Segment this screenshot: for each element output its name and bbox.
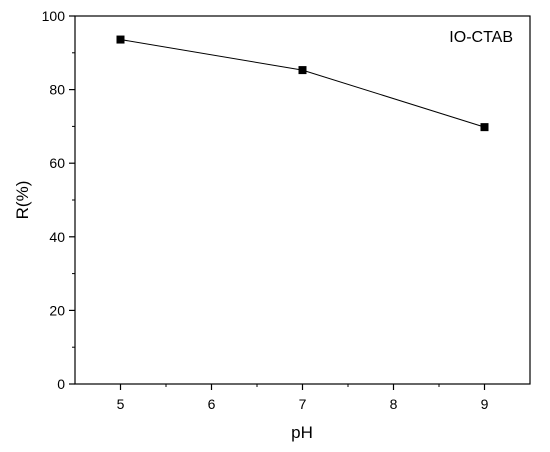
y-tick-label: 40 (49, 229, 65, 245)
series-line (120, 39, 485, 128)
data-point-marker (116, 35, 125, 44)
y-tick-label: 80 (49, 82, 65, 98)
ticks-layer: 5 6 7 8 9 0 20 40 60 80 100 (42, 8, 489, 412)
x-tick-label: 8 (390, 396, 398, 412)
x-axis-label: pH (291, 423, 313, 442)
series-label: IO-CTAB (449, 29, 513, 46)
y-tick-label: 100 (42, 8, 66, 24)
data-point-marker (480, 123, 489, 132)
y-tick-label: 20 (49, 302, 65, 318)
series-layer (116, 35, 489, 132)
x-tick-label: 6 (208, 396, 216, 412)
y-tick-label: 0 (57, 376, 65, 392)
y-tick-label: 60 (49, 155, 65, 171)
x-tick-label: 9 (481, 396, 489, 412)
x-tick-label: 5 (117, 396, 125, 412)
x-tick-label: 7 (299, 396, 307, 412)
data-point-marker (298, 66, 307, 75)
y-axis-label: R(%) (13, 181, 32, 220)
